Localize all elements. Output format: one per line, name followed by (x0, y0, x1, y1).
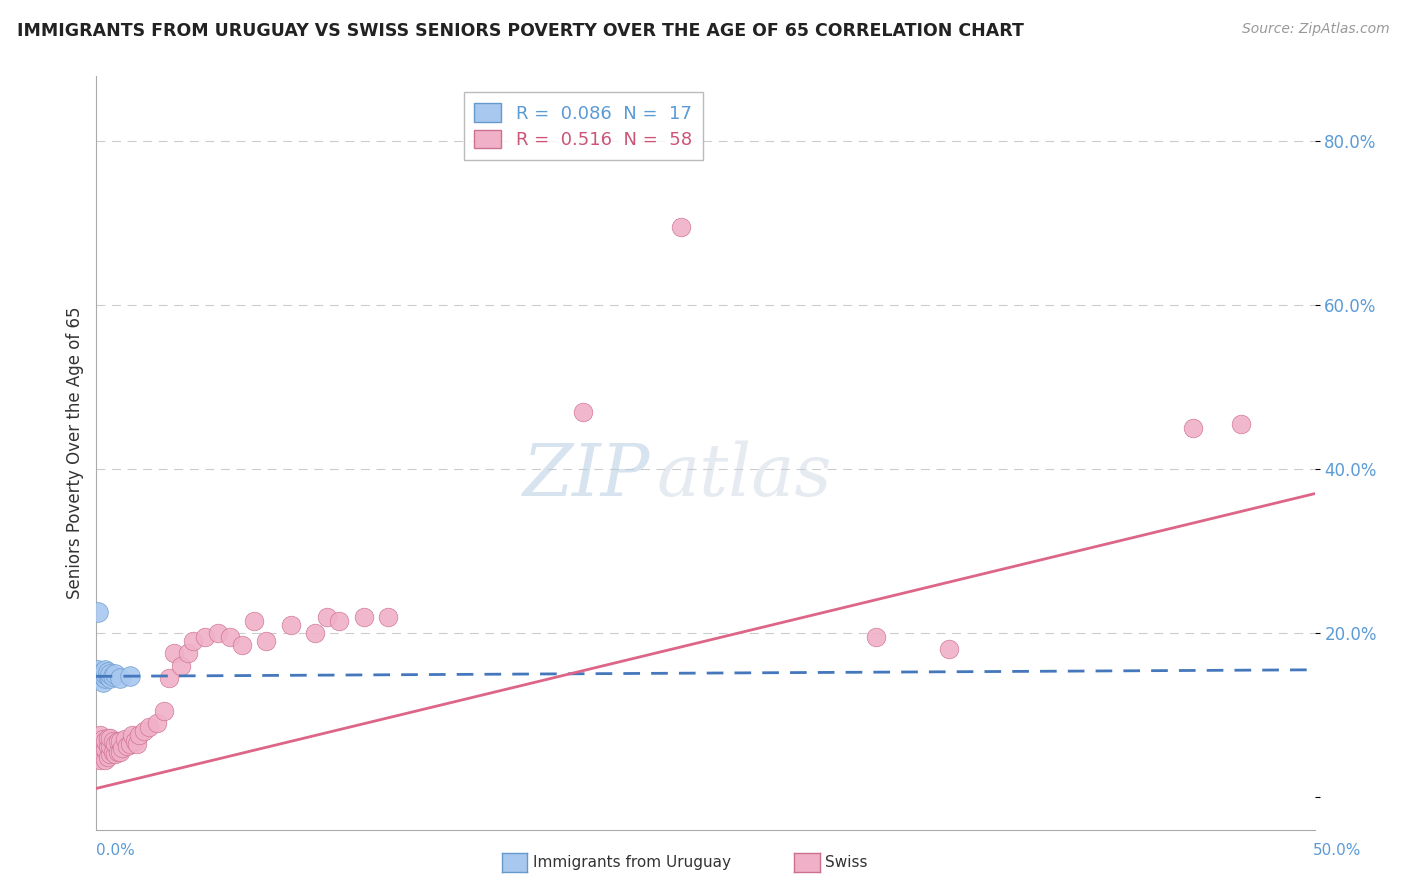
Text: IMMIGRANTS FROM URUGUAY VS SWISS SENIORS POVERTY OVER THE AGE OF 65 CORRELATION : IMMIGRANTS FROM URUGUAY VS SWISS SENIORS… (17, 22, 1024, 40)
Point (97, 665, 120, 680)
Point (153, 704, 176, 718)
Point (669, 220, 692, 235)
Point (572, 405, 595, 419)
Point (316, 609, 339, 624)
Point (94, 742, 117, 756)
Point (104, 666, 127, 681)
Point (194, 630, 217, 644)
Point (938, 642, 960, 657)
Text: Source: ZipAtlas.com: Source: ZipAtlas.com (1241, 22, 1389, 37)
Point (328, 614, 350, 628)
Point (89, 740, 111, 755)
Point (865, 630, 887, 644)
Point (1181, 421, 1204, 435)
Point (108, 671, 131, 685)
Point (170, 658, 193, 673)
Point (157, 671, 180, 685)
Point (118, 737, 141, 751)
Y-axis label: Seniors Poverty Over the Age of 65: Seniors Poverty Over the Age of 65 (66, 307, 84, 599)
Point (87, 737, 110, 751)
Point (104, 747, 127, 761)
Point (181, 634, 204, 648)
Text: 50.0%: 50.0% (1313, 843, 1361, 858)
Point (377, 609, 399, 624)
Point (207, 626, 229, 640)
Point (91, 740, 114, 755)
Point (124, 734, 146, 748)
Point (89, 728, 111, 742)
Text: atlas: atlas (657, 440, 832, 510)
Point (91, 732, 114, 747)
Point (98, 739, 121, 753)
Point (101, 745, 124, 759)
Point (145, 716, 167, 731)
Point (162, 647, 184, 661)
Point (128, 728, 150, 742)
Point (121, 728, 143, 742)
Point (89, 666, 111, 681)
Text: Immigrants from Uruguay: Immigrants from Uruguay (533, 855, 731, 870)
Point (91, 675, 114, 690)
Point (254, 634, 277, 648)
Point (231, 638, 253, 652)
Point (1230, 417, 1253, 431)
Point (91, 748, 114, 763)
Point (111, 740, 134, 755)
Legend: R =  0.086  N =  17, R =  0.516  N =  58: R = 0.086 N = 17, R = 0.516 N = 58 (464, 93, 703, 160)
Point (87, 606, 110, 620)
Point (97, 739, 120, 753)
Text: ZIP: ZIP (523, 440, 650, 510)
Point (98, 671, 121, 685)
Point (304, 626, 326, 640)
Point (94, 663, 117, 677)
Text: 0.0%: 0.0% (96, 843, 135, 858)
Point (94, 753, 117, 767)
Point (138, 720, 160, 734)
Point (353, 609, 375, 624)
Point (118, 668, 141, 682)
Point (108, 745, 131, 759)
Point (218, 630, 240, 644)
Point (108, 734, 131, 748)
Point (98, 666, 121, 681)
Point (107, 734, 129, 748)
Text: Swiss: Swiss (825, 855, 868, 870)
Point (94, 666, 117, 681)
Point (101, 734, 124, 748)
Point (134, 724, 156, 739)
Point (91, 668, 114, 682)
Point (243, 614, 266, 628)
Point (97, 731, 120, 745)
Point (98, 747, 121, 761)
Point (97, 750, 120, 764)
Point (89, 753, 111, 767)
Point (117, 739, 139, 753)
Point (280, 617, 302, 632)
Point (114, 732, 136, 747)
Point (101, 668, 124, 682)
Point (94, 734, 117, 748)
Point (125, 737, 148, 751)
Point (87, 745, 110, 759)
Point (177, 647, 200, 661)
Point (98, 731, 121, 745)
Point (87, 663, 110, 677)
Point (104, 737, 127, 751)
Point (97, 668, 120, 682)
Point (107, 745, 129, 759)
Point (89, 671, 111, 685)
Point (94, 671, 117, 685)
Point (91, 665, 114, 680)
